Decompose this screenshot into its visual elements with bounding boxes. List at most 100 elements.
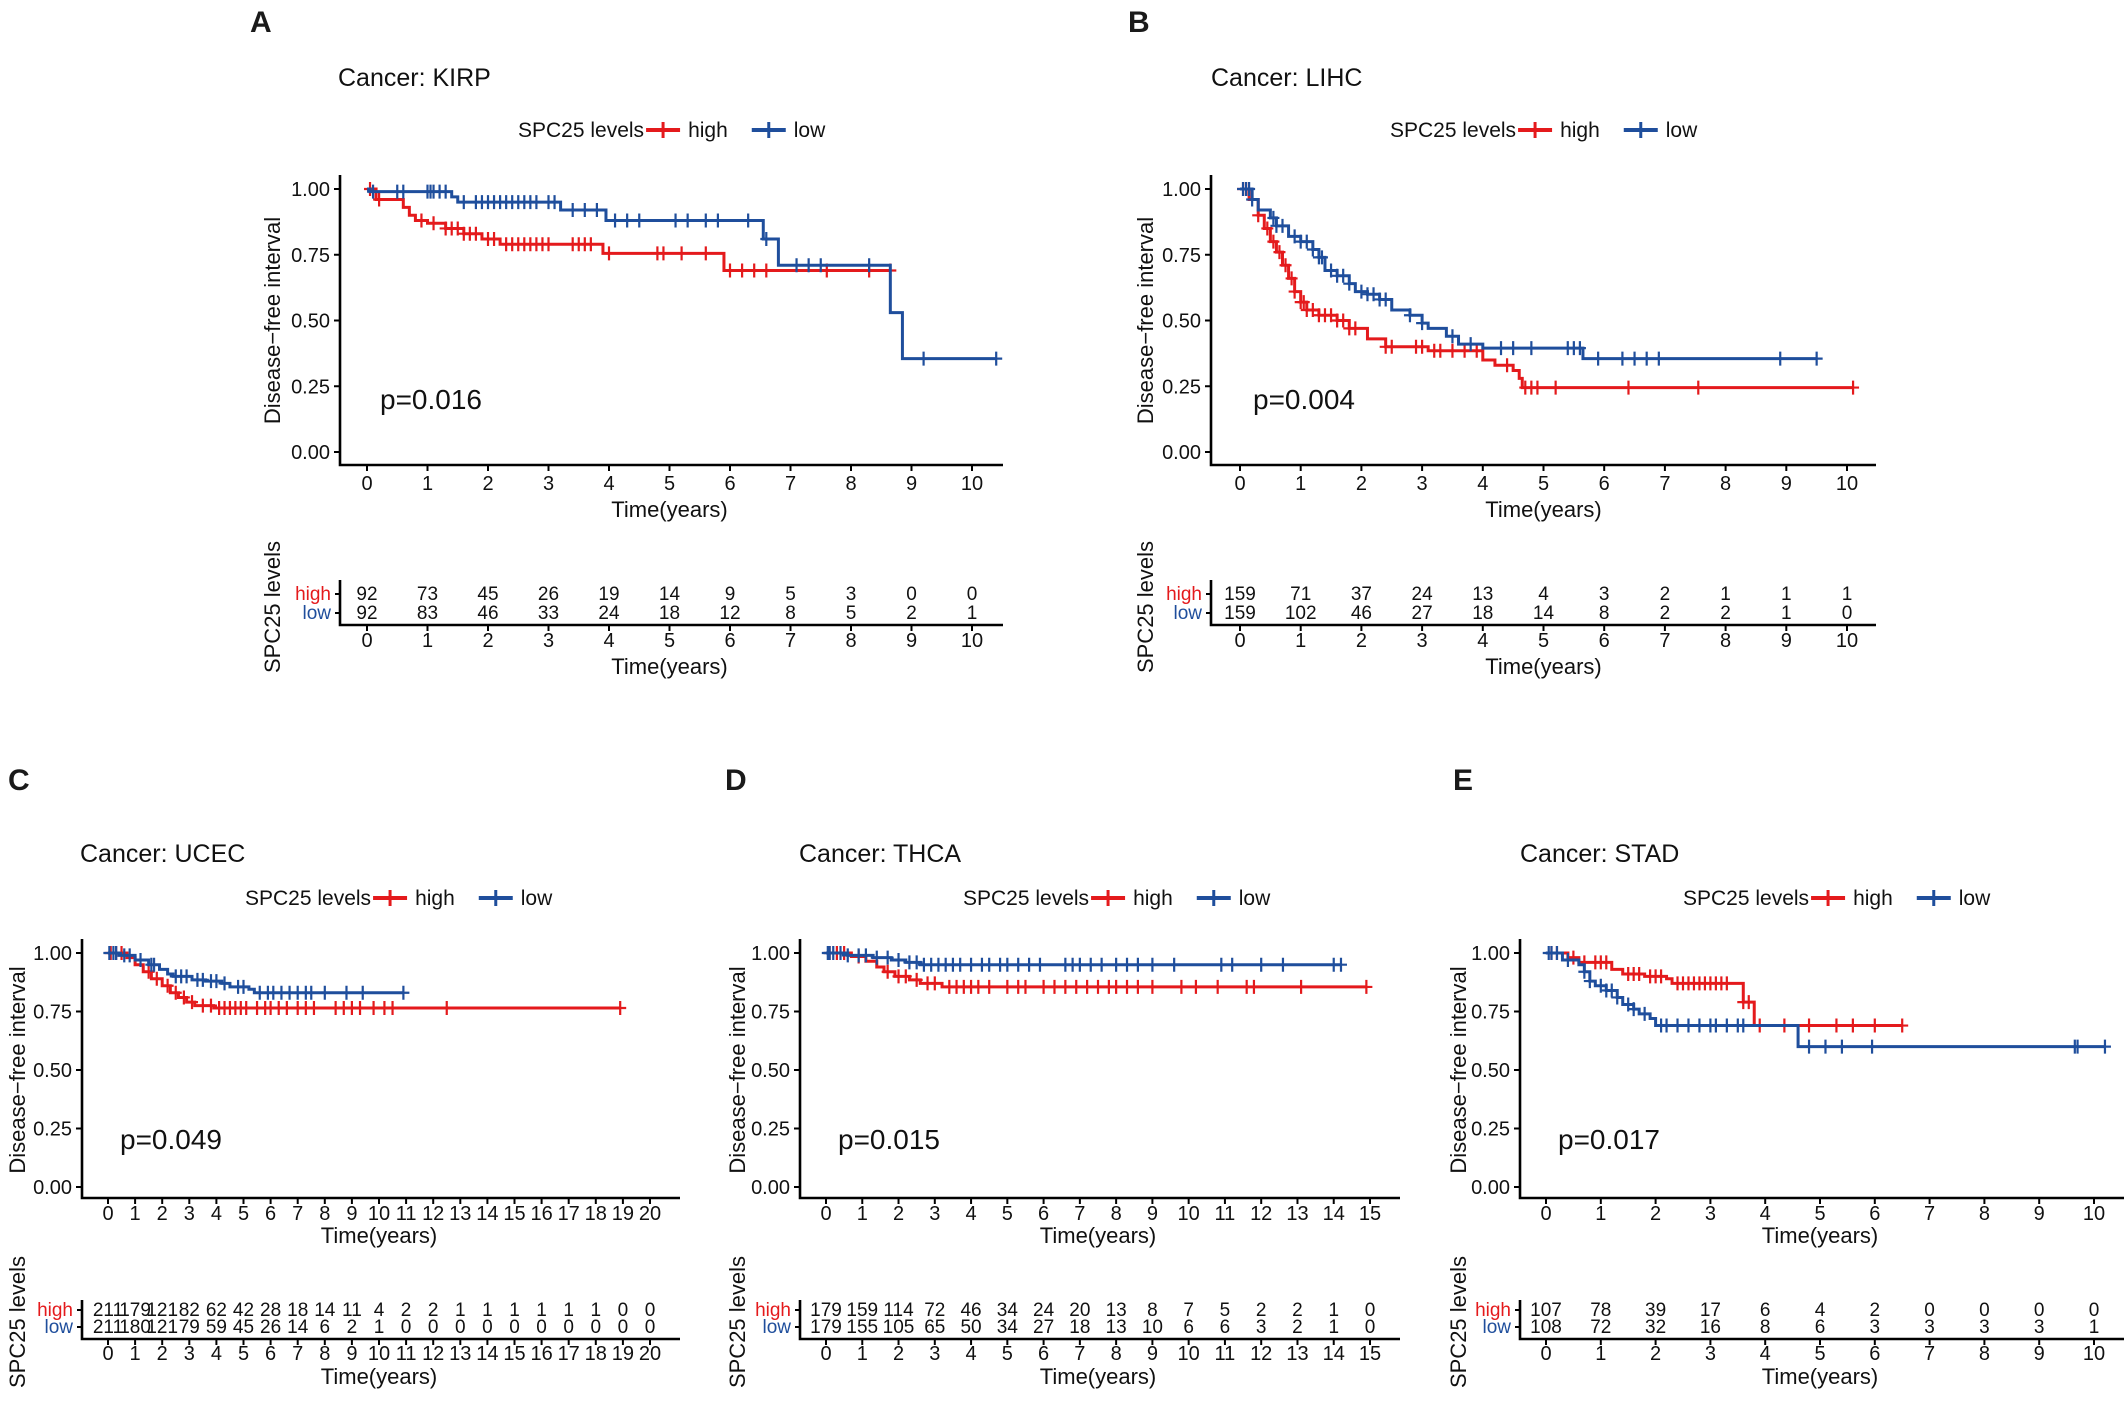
- risk-x-tick-label: 6: [1599, 630, 1610, 652]
- risk-count-high: 72: [924, 1300, 945, 1321]
- censor-mark-low: [1682, 1018, 1695, 1033]
- y-tick-label: 0.00: [33, 1177, 72, 1199]
- x-tick-label: 10: [1178, 1203, 1200, 1225]
- axis-frame: [338, 175, 1003, 467]
- risk-x-tick-label: 10: [961, 630, 983, 652]
- risk-x-axis-title: Time(years): [1762, 1364, 1879, 1389]
- risk-x-tick-label: 9: [906, 630, 917, 652]
- censor-mark-high: [440, 1000, 453, 1015]
- risk-count-high: 0: [2089, 1300, 2100, 1321]
- censor-mark-high: [1247, 979, 1260, 994]
- chart-title-B: Cancer: LIHC: [1211, 64, 1362, 92]
- censor-mark-low: [1095, 957, 1108, 972]
- risk-x-tick-label: 1: [130, 1343, 141, 1365]
- censor-mark-high: [899, 969, 912, 984]
- risk-count-high: 26: [538, 584, 559, 605]
- x-tick-label: 11: [1215, 1203, 1236, 1225]
- legend-label-high: high: [415, 887, 455, 910]
- risk-x-tick-label: 10: [2083, 1343, 2105, 1365]
- risk-group-label-high: high: [295, 584, 331, 605]
- risk-x-tick-label: 2: [893, 1343, 904, 1365]
- x-tick-label: 18: [585, 1203, 607, 1225]
- censor-mark-low: [609, 213, 622, 228]
- legend-label-high: high: [688, 119, 728, 142]
- p-value: p=0.049: [120, 1124, 222, 1155]
- x-tick-label: 4: [1477, 473, 1488, 495]
- x-tick-label: 10: [2083, 1203, 2105, 1225]
- censor-mark-low: [1300, 234, 1313, 249]
- censor-mark-high: [542, 237, 555, 252]
- censor-mark-low: [1638, 1006, 1651, 1021]
- series-low: [1237, 182, 1823, 366]
- censor-mark-high: [675, 246, 688, 261]
- censor-mark-low: [1573, 341, 1586, 356]
- censor-mark-low: [1215, 957, 1228, 972]
- risk-count-high: 13: [1472, 584, 1493, 605]
- risk-count-low: 46: [1351, 603, 1372, 624]
- chart-title-A: Cancer: KIRP: [338, 64, 491, 92]
- censor-mark-high: [972, 979, 985, 994]
- censor-mark-high: [881, 964, 894, 979]
- risk-count-high: 2: [1660, 584, 1671, 605]
- legend-entry-high: high: [1811, 887, 1893, 910]
- censor-mark-low: [1033, 957, 1046, 972]
- risk-count-high: 6: [1760, 1300, 1771, 1321]
- risk-count-low: 0: [1365, 1317, 1376, 1338]
- censor-mark-low: [210, 974, 223, 989]
- censor-mark-high: [1868, 1018, 1881, 1033]
- risk-count-high: 39: [1645, 1300, 1666, 1321]
- risk-x-tick-label: 15: [503, 1343, 525, 1365]
- risk-count-low: 3: [2034, 1317, 2045, 1338]
- censor-mark-low: [1525, 341, 1538, 356]
- censor-mark-low: [1835, 1039, 1848, 1054]
- risk-x-tick-label: 8: [1720, 630, 1731, 652]
- x-tick-label: 10: [368, 1203, 390, 1225]
- censor-mark-high: [1092, 979, 1104, 994]
- x-tick-label: 5: [1538, 473, 1549, 495]
- risk-x-tick-label: 5: [1002, 1343, 1013, 1365]
- x-tick-label: 4: [966, 1203, 977, 1225]
- x-axis-title: Time(years): [1040, 1223, 1157, 1248]
- censor-mark-low: [910, 955, 923, 970]
- censor-mark-low: [1866, 1039, 1879, 1054]
- censor-mark-low: [1693, 1018, 1706, 1033]
- y-tick-label: 0.00: [1162, 442, 1201, 464]
- risk-x-tick-label: 1: [422, 630, 433, 652]
- censor-mark-low: [1720, 1018, 1733, 1033]
- risk-count-low: 211: [93, 1317, 123, 1338]
- censor-mark-high: [1261, 221, 1274, 236]
- censor-mark-low: [1379, 292, 1392, 307]
- censor-mark-high: [1622, 380, 1635, 395]
- censor-mark-low: [917, 351, 930, 366]
- censor-mark-high: [186, 995, 199, 1010]
- censor-mark-low: [1276, 957, 1289, 972]
- risk-x-tick-label: 5: [1538, 630, 1549, 652]
- risk-group-label-high: high: [755, 1300, 791, 1321]
- censor-mark-low: [1226, 957, 1239, 972]
- risk-count-high: 179: [119, 1300, 151, 1321]
- risk-count-high: 121: [146, 1300, 178, 1321]
- risk-count-high: 2: [428, 1300, 439, 1321]
- x-tick-label: 0: [361, 473, 372, 495]
- risk-count-low: 102: [1285, 603, 1317, 624]
- risk-count-low: 0: [401, 1317, 412, 1338]
- censor-mark-low: [1652, 351, 1665, 366]
- risk-count-high: 5: [1220, 1300, 1231, 1321]
- risk-count-high: 1: [509, 1300, 520, 1321]
- censor-mark-high: [1059, 979, 1072, 994]
- risk-count-high: 9: [725, 584, 736, 605]
- censor-mark-low: [1315, 250, 1328, 265]
- censor-mark-low: [1709, 1018, 1722, 1033]
- panel-D: D Cancer: THCA SPC25 levels high low 0.000…: [725, 764, 1400, 1389]
- risk-x-tick-label: 3: [184, 1343, 195, 1365]
- x-tick-label: 2: [1356, 473, 1367, 495]
- censor-mark-low: [1337, 268, 1350, 283]
- risk-count-high: 82: [179, 1300, 200, 1321]
- censor-mark-low: [1110, 957, 1123, 972]
- risk-count-low: 2: [1292, 1317, 1303, 1338]
- censor-mark-low: [1121, 957, 1134, 972]
- y-tick-label: 0.50: [33, 1060, 72, 1082]
- x-tick-label: 16: [530, 1203, 552, 1225]
- y-axis-title: Disease−free interval: [725, 966, 750, 1173]
- y-axis-title: Disease−free interval: [5, 966, 30, 1173]
